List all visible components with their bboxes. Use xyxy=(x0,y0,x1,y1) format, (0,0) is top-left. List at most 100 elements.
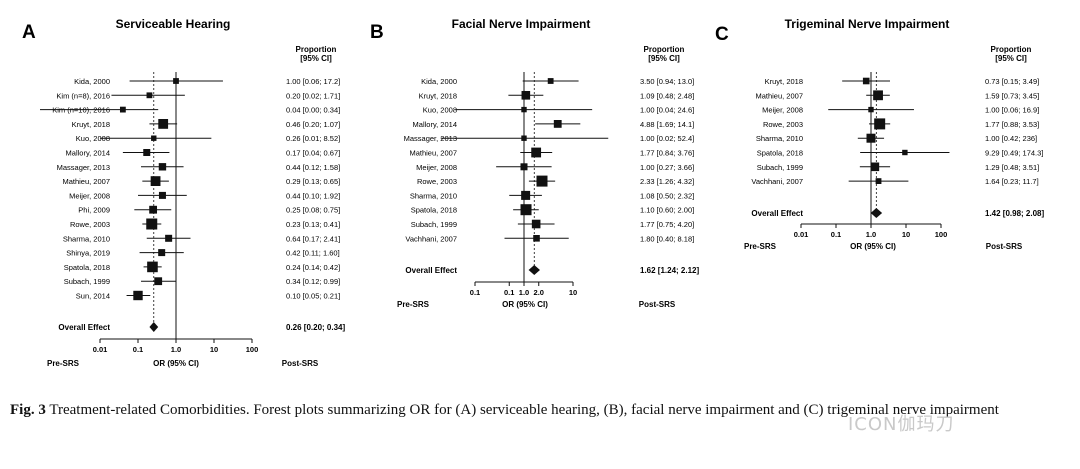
study-ci-text: 1.00 [0.06; 16.9] xyxy=(985,106,1039,115)
study-ci-text: 0.23 [0.13; 0.41] xyxy=(286,220,340,229)
study-label: Phi, 2009 xyxy=(78,206,110,215)
study-label: Spatola, 2018 xyxy=(64,263,110,272)
post-srs-label: Post-SRS xyxy=(639,300,676,309)
study-label: Mathieu, 2007 xyxy=(62,177,110,186)
study-square xyxy=(870,162,880,172)
study-square xyxy=(154,277,163,286)
x-tick-label: 100 xyxy=(935,230,948,239)
study-label: Meijer, 2008 xyxy=(416,163,457,172)
overall-diamond xyxy=(870,208,883,218)
study-square xyxy=(521,91,531,100)
study-label: Sharma, 2010 xyxy=(756,134,803,143)
study-ci-text: 1.00 [0.42; 236] xyxy=(985,134,1037,143)
study-ci-text: 4.88 [1.69; 14.1] xyxy=(640,120,694,129)
study-label: Kruyt, 2018 xyxy=(765,77,803,86)
study-label: Mallory, 2014 xyxy=(66,149,110,158)
panel-title: Trigeminal Nerve Impairment xyxy=(785,17,950,31)
x-tick-label: 1.0 xyxy=(519,288,529,297)
x-tick-label: 0.1 xyxy=(504,288,514,297)
ci-header: Proportion xyxy=(991,45,1032,54)
study-ci-text: 0.20 [0.02; 1.71] xyxy=(286,91,340,100)
study-label: Sharma, 2010 xyxy=(63,234,110,243)
study-square xyxy=(147,261,158,273)
study-square xyxy=(866,133,876,143)
overall-diamond xyxy=(149,322,159,332)
study-ci-text: 0.29 [0.13; 0.65] xyxy=(286,177,340,186)
study-square xyxy=(143,149,151,156)
study-label: Mathieu, 2007 xyxy=(755,91,803,100)
study-label: Spatola, 2018 xyxy=(757,149,803,158)
study-ci-text: 0.26 [0.01; 8.52] xyxy=(286,134,340,143)
study-ci-text: 1.08 [0.50; 2.32] xyxy=(640,191,694,200)
study-square xyxy=(165,234,173,242)
study-square xyxy=(133,290,143,301)
study-square xyxy=(146,218,158,230)
study-square xyxy=(547,78,554,84)
x-axis-label: OR (95% CI) xyxy=(502,300,548,309)
study-label: Subach, 1999 xyxy=(411,220,457,229)
study-ci-text: 1.77 [0.75; 4.20] xyxy=(640,220,694,229)
study-label: Massager, 2013 xyxy=(404,134,457,143)
x-axis-label: OR (95% CI) xyxy=(153,359,199,368)
study-ci-text: 2.33 [1.26; 4.32] xyxy=(640,177,694,186)
study-label: Sun, 2014 xyxy=(76,292,110,301)
study-square xyxy=(873,90,883,101)
study-ci-text: 1.00 [0.02; 52.4] xyxy=(640,134,694,143)
x-axis-label: OR (95% CI) xyxy=(850,242,896,251)
study-ci-text: 1.00 [0.27; 3.66] xyxy=(640,163,694,172)
study-square xyxy=(521,106,527,113)
pre-srs-label: Pre-SRS xyxy=(397,300,430,309)
study-label: Rowe, 2003 xyxy=(70,220,110,229)
study-square xyxy=(119,106,126,113)
study-label: Kida, 2000 xyxy=(421,77,457,86)
x-tick-label: 0.01 xyxy=(794,230,809,239)
study-ci-text: 3.50 [0.94; 13.0] xyxy=(640,77,694,86)
overall-label: Overall Effect xyxy=(58,323,110,332)
study-ci-text: 0.24 [0.14; 0.42] xyxy=(286,263,340,272)
study-square xyxy=(902,149,908,156)
study-ci-text: 1.10 [0.60; 2.00] xyxy=(640,206,694,215)
study-label: Massager, 2013 xyxy=(57,163,110,172)
watermark-text: ICON伽玛刀 xyxy=(848,414,955,435)
study-ci-text: 1.77 [0.88; 3.53] xyxy=(985,120,1039,129)
x-tick-label: 10 xyxy=(902,230,910,239)
study-ci-text: 1.77 [0.84; 3.76] xyxy=(640,149,694,158)
study-ci-text: 0.42 [0.11; 1.60] xyxy=(286,249,340,258)
study-square xyxy=(536,175,548,187)
x-tick-label: 0.1 xyxy=(831,230,841,239)
overall-ci-text: 1.42 [0.98; 2.08] xyxy=(985,209,1044,218)
study-label: Vachhani, 2007 xyxy=(751,177,803,186)
x-tick-label: 10 xyxy=(210,345,218,354)
study-ci-text: 1.59 [0.73; 3.45] xyxy=(985,91,1039,100)
x-tick-label: 0.1 xyxy=(470,288,480,297)
study-ci-text: 1.00 [0.06; 17.2] xyxy=(286,77,340,86)
study-square xyxy=(151,135,157,141)
study-label: Kuo, 2008 xyxy=(423,106,457,115)
caption-text: Treatment-related Comorbidities. Forest … xyxy=(49,402,999,418)
panel-letter: B xyxy=(370,22,384,43)
ci-header: [95% CI] xyxy=(995,54,1027,63)
study-ci-text: 0.10 [0.05; 0.21] xyxy=(286,292,340,301)
study-label: Kruyt, 2018 xyxy=(72,120,110,129)
study-ci-text: 0.04 [0.00; 0.34] xyxy=(286,106,340,115)
study-square xyxy=(520,163,528,171)
study-square xyxy=(158,249,166,257)
ci-header: [95% CI] xyxy=(648,54,680,63)
study-label: Sharma, 2010 xyxy=(410,191,457,200)
overall-ci-text: 0.26 [0.20; 0.34] xyxy=(286,323,345,332)
study-square xyxy=(150,176,161,186)
study-label: Mathieu, 2007 xyxy=(409,149,457,158)
study-ci-text: 1.09 [0.48; 2.48] xyxy=(640,91,694,100)
study-ci-text: 0.17 [0.04; 0.67] xyxy=(286,149,340,158)
ci-header: Proportion xyxy=(644,45,685,54)
overall-diamond xyxy=(528,265,540,275)
study-label: Meijer, 2008 xyxy=(69,191,110,200)
study-ci-text: 0.73 [0.15; 3.49] xyxy=(985,77,1039,86)
study-label: Kida, 2000 xyxy=(74,77,110,86)
panel-title: Serviceable Hearing xyxy=(116,17,231,31)
study-square xyxy=(173,78,179,84)
post-srs-label: Post-SRS xyxy=(282,359,319,368)
study-square xyxy=(158,119,169,129)
study-square xyxy=(521,190,531,200)
